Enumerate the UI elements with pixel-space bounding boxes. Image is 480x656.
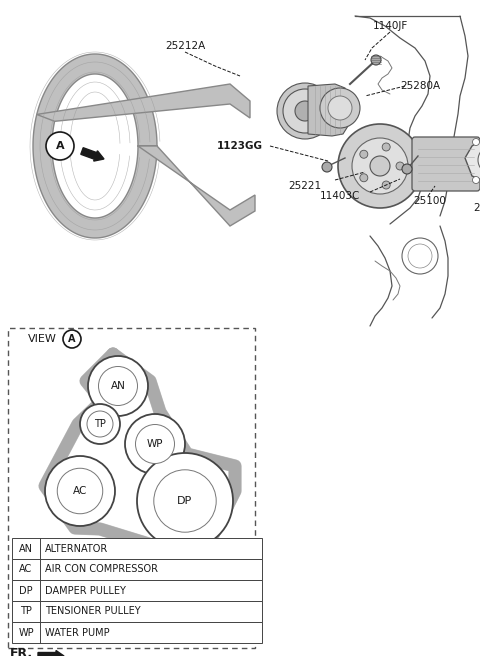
Bar bbox=[12, 559, 262, 580]
Polygon shape bbox=[37, 84, 250, 121]
Text: WP: WP bbox=[18, 628, 34, 638]
Circle shape bbox=[382, 143, 390, 151]
Text: 25280A: 25280A bbox=[400, 81, 440, 91]
Bar bbox=[12, 538, 262, 559]
Text: 1140JF: 1140JF bbox=[372, 21, 408, 31]
Text: A: A bbox=[68, 334, 76, 344]
Circle shape bbox=[295, 101, 315, 121]
Circle shape bbox=[57, 468, 103, 514]
Circle shape bbox=[478, 146, 480, 174]
Circle shape bbox=[45, 456, 115, 526]
Circle shape bbox=[135, 424, 175, 464]
Circle shape bbox=[328, 96, 352, 120]
Circle shape bbox=[63, 330, 81, 348]
Polygon shape bbox=[308, 84, 348, 136]
Circle shape bbox=[137, 453, 233, 549]
Text: 25221: 25221 bbox=[288, 181, 322, 191]
Circle shape bbox=[382, 181, 390, 189]
Circle shape bbox=[320, 88, 360, 128]
Text: AIR CON COMPRESSOR: AIR CON COMPRESSOR bbox=[45, 565, 158, 575]
Circle shape bbox=[46, 132, 74, 160]
Circle shape bbox=[338, 124, 422, 208]
Circle shape bbox=[277, 83, 333, 139]
Text: ALTERNATOR: ALTERNATOR bbox=[45, 544, 108, 554]
Text: AN: AN bbox=[19, 544, 33, 554]
Text: AC: AC bbox=[73, 486, 87, 496]
Text: 25100: 25100 bbox=[414, 196, 446, 206]
Polygon shape bbox=[138, 146, 255, 226]
FancyArrow shape bbox=[81, 148, 104, 161]
Text: DP: DP bbox=[178, 496, 192, 506]
Circle shape bbox=[360, 174, 368, 182]
Circle shape bbox=[87, 411, 113, 437]
Bar bbox=[12, 622, 262, 643]
Circle shape bbox=[472, 138, 480, 146]
Text: AN: AN bbox=[110, 381, 125, 391]
Circle shape bbox=[88, 356, 148, 416]
Circle shape bbox=[352, 138, 408, 194]
Circle shape bbox=[125, 414, 185, 474]
Text: 11403C: 11403C bbox=[320, 191, 360, 201]
Polygon shape bbox=[465, 136, 480, 184]
Bar bbox=[12, 580, 262, 601]
Circle shape bbox=[360, 150, 368, 158]
Text: FR.: FR. bbox=[10, 647, 33, 656]
Circle shape bbox=[472, 176, 480, 184]
Bar bbox=[8, 328, 255, 648]
Text: A: A bbox=[56, 141, 64, 151]
Circle shape bbox=[80, 404, 120, 444]
Circle shape bbox=[283, 89, 327, 133]
Circle shape bbox=[98, 367, 137, 405]
FancyBboxPatch shape bbox=[412, 137, 480, 191]
Polygon shape bbox=[33, 54, 157, 238]
FancyArrow shape bbox=[38, 651, 64, 656]
Text: DP: DP bbox=[19, 586, 33, 596]
Text: AC: AC bbox=[19, 565, 33, 575]
Text: WP: WP bbox=[147, 439, 163, 449]
Circle shape bbox=[370, 156, 390, 176]
Text: VIEW: VIEW bbox=[28, 334, 57, 344]
Circle shape bbox=[396, 162, 404, 170]
Circle shape bbox=[371, 55, 381, 65]
Circle shape bbox=[154, 470, 216, 532]
Circle shape bbox=[402, 164, 412, 174]
Bar bbox=[12, 601, 262, 622]
Text: TP: TP bbox=[94, 419, 106, 429]
Text: 1123GG: 1123GG bbox=[217, 141, 263, 151]
Text: TP: TP bbox=[20, 607, 32, 617]
Text: 25124: 25124 bbox=[473, 203, 480, 213]
Circle shape bbox=[322, 162, 332, 172]
Text: DAMPER PULLEY: DAMPER PULLEY bbox=[45, 586, 126, 596]
Text: TENSIONER PULLEY: TENSIONER PULLEY bbox=[45, 607, 141, 617]
Text: 25212A: 25212A bbox=[165, 41, 205, 51]
Text: WATER PUMP: WATER PUMP bbox=[45, 628, 109, 638]
